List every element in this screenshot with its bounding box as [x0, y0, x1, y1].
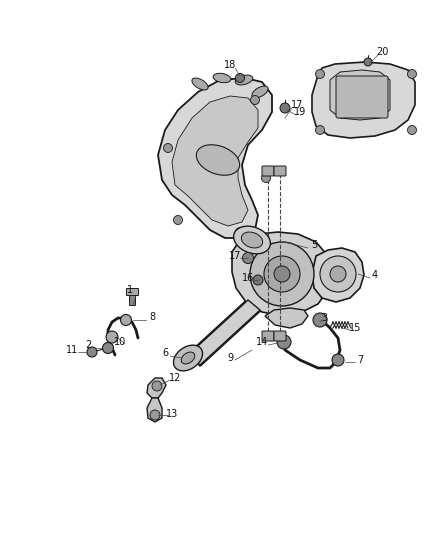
Circle shape: [253, 275, 263, 285]
Polygon shape: [172, 96, 258, 226]
Circle shape: [277, 335, 291, 349]
Text: 2: 2: [85, 340, 91, 350]
Text: 17: 17: [291, 100, 303, 110]
Circle shape: [236, 74, 244, 83]
Circle shape: [280, 103, 290, 113]
Polygon shape: [147, 378, 166, 398]
Circle shape: [102, 343, 113, 353]
Ellipse shape: [213, 74, 231, 83]
Text: 18: 18: [224, 60, 236, 70]
Circle shape: [315, 69, 325, 78]
Text: 3: 3: [321, 313, 327, 323]
FancyBboxPatch shape: [130, 293, 135, 305]
FancyBboxPatch shape: [262, 331, 274, 341]
Circle shape: [150, 410, 160, 420]
Ellipse shape: [241, 232, 263, 248]
Text: 16: 16: [242, 273, 254, 283]
Circle shape: [407, 69, 417, 78]
Circle shape: [332, 354, 344, 366]
Text: 17: 17: [229, 251, 241, 261]
Ellipse shape: [181, 352, 195, 364]
Circle shape: [152, 381, 162, 391]
Circle shape: [163, 143, 173, 152]
FancyBboxPatch shape: [274, 331, 286, 341]
Text: 10: 10: [114, 337, 126, 347]
Circle shape: [364, 58, 372, 66]
Ellipse shape: [192, 78, 208, 90]
Text: 1: 1: [127, 285, 133, 295]
Text: 4: 4: [372, 270, 378, 280]
Text: 15: 15: [349, 323, 361, 333]
Text: 13: 13: [166, 409, 178, 419]
FancyBboxPatch shape: [336, 76, 388, 118]
Circle shape: [320, 256, 356, 292]
Circle shape: [313, 313, 327, 327]
Circle shape: [250, 242, 314, 306]
Polygon shape: [312, 62, 415, 138]
Polygon shape: [188, 300, 260, 365]
Text: 14: 14: [256, 337, 268, 347]
Text: 20: 20: [376, 47, 388, 57]
Text: 6: 6: [162, 348, 168, 358]
Circle shape: [274, 266, 290, 282]
Text: 19: 19: [294, 107, 306, 117]
Circle shape: [106, 331, 118, 343]
Circle shape: [243, 253, 254, 263]
Text: 8: 8: [149, 312, 155, 322]
Polygon shape: [312, 248, 364, 302]
FancyBboxPatch shape: [274, 166, 286, 176]
Circle shape: [173, 215, 183, 224]
Polygon shape: [265, 308, 308, 328]
Ellipse shape: [252, 86, 268, 98]
Text: 7: 7: [357, 355, 363, 365]
Ellipse shape: [233, 226, 270, 254]
Circle shape: [315, 125, 325, 134]
Polygon shape: [158, 78, 272, 238]
Circle shape: [87, 347, 97, 357]
Polygon shape: [232, 232, 332, 316]
Text: 11: 11: [66, 345, 78, 355]
Text: 5: 5: [311, 240, 317, 250]
Circle shape: [261, 174, 271, 182]
Ellipse shape: [196, 145, 240, 175]
Circle shape: [330, 266, 346, 282]
FancyBboxPatch shape: [127, 288, 138, 295]
Circle shape: [264, 256, 300, 292]
Text: 12: 12: [169, 373, 181, 383]
Polygon shape: [330, 70, 390, 120]
Ellipse shape: [235, 75, 253, 85]
Ellipse shape: [173, 345, 202, 371]
Circle shape: [251, 95, 259, 104]
Circle shape: [120, 314, 131, 326]
Circle shape: [236, 228, 244, 237]
Polygon shape: [147, 398, 162, 422]
Circle shape: [407, 125, 417, 134]
FancyBboxPatch shape: [262, 166, 274, 176]
Text: 9: 9: [227, 353, 233, 363]
